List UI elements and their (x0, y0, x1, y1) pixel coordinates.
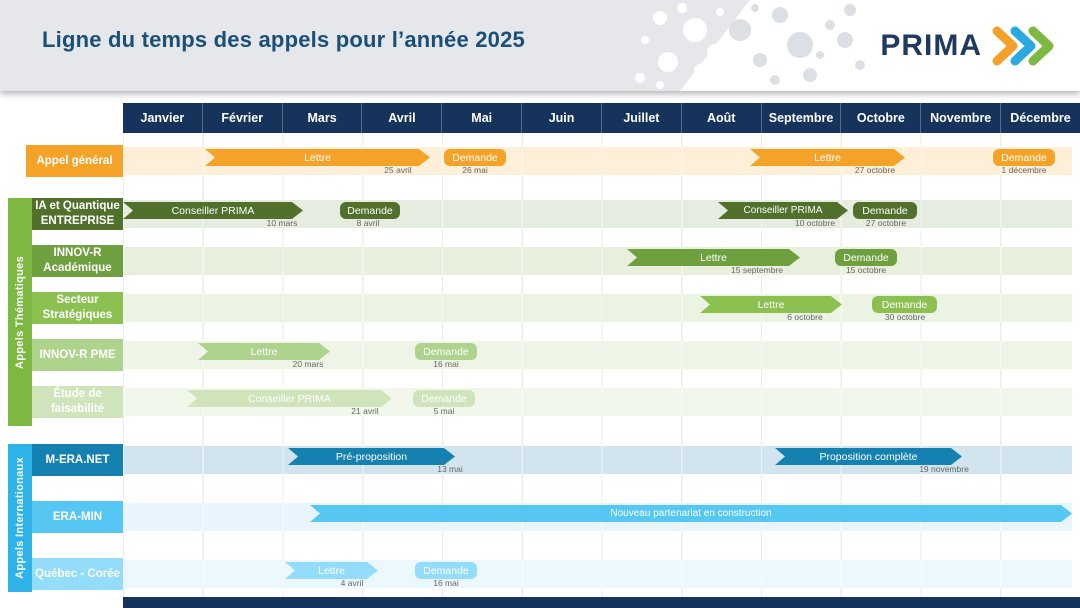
molecule-dots-decoration (635, 3, 865, 89)
phase-box-demande: Demande (415, 562, 477, 579)
phase-date: 15 septembre (731, 265, 783, 275)
month-cell-septembre: Septembre (760, 103, 841, 133)
month-cell-decembre: Décembre (1000, 103, 1080, 133)
phase-date: 25 avril (384, 165, 412, 175)
row-band-mera-net: Pré-proposition 13 mai Proposition compl… (123, 446, 1072, 474)
phase-date: 20 mars (292, 359, 324, 369)
row-label-innovr-pme: INNOV-R PME (32, 339, 123, 371)
month-cell-fevrier: Février (201, 103, 282, 133)
phase-date: 10 octobre (794, 218, 836, 228)
prima-logo: PRIMA (880, 24, 1054, 68)
phase-date: 19 novembre (919, 464, 969, 474)
row-label-quebec-coree: Québec - Corée (32, 558, 123, 590)
row-band-secteur-strategiques: Lettre 6 octobre Demande 30 octobre (123, 294, 1072, 322)
row-band-innovr-academique: Lettre 15 septembre Demande 15 octobre (123, 247, 1072, 275)
phase-date: 13 mai (437, 464, 463, 474)
bottom-navy-bar (123, 597, 1080, 608)
phase-date: 4 avril (340, 578, 364, 588)
month-cell-mars: Mars (281, 103, 362, 133)
phase-date: 30 octobre (884, 312, 926, 322)
phase-date: 1 décembre (1001, 165, 1047, 175)
phase-box-demande: Demande (340, 202, 400, 219)
phase-date: 10 mars (266, 218, 298, 228)
phase-box-demande: Demande (872, 296, 937, 313)
group-bar-appels-internationaux: Appels Internationaux (8, 444, 32, 592)
phase-date: 16 mai (433, 578, 459, 588)
month-cell-mai: Mai (441, 103, 521, 133)
phase-arrow-pre-proposition: Pré-proposition (288, 448, 455, 465)
month-cell-octobre: Octobre (840, 103, 920, 133)
phase-box-demande: Demande (853, 202, 917, 219)
row-label-etude-faisabilite: Étude de faisabilité (32, 386, 123, 418)
month-cell-aout: Août (680, 103, 761, 133)
phase-date: 27 octobre (854, 165, 896, 175)
month-cell-avril: Avril (361, 103, 441, 133)
phase-date: 6 octobre (787, 312, 823, 322)
month-cell-janvier: Janvier (140, 111, 185, 125)
row-band-innovr-pme: Lettre 20 mars Demande 16 mai (123, 341, 1072, 369)
phase-date: 27 octobre (865, 218, 907, 228)
row-band-quebec-coree: Lettre 4 avril Demande 16 mai (123, 560, 1072, 588)
phase-arrow-lettre: Lettre (627, 249, 800, 266)
month-cell-juin: Juin (521, 103, 601, 133)
phase-arrow-lettre: Lettre (198, 343, 330, 360)
phase-arrow-nouveau-partenariat: Nouveau partenariat en construction (310, 505, 1072, 522)
month-cell-juillet: Juillet (600, 103, 681, 133)
phase-arrow-proposition-complete: Proposition complète (775, 448, 962, 465)
phase-box-demande: Demande (415, 343, 477, 360)
phase-arrow-conseiller-prima: Conseiller PRIMA (187, 390, 392, 407)
header-band: Ligne du temps des appels pour l’année 2… (0, 0, 1080, 91)
group-bar-appels-thematiques: Appels Thématiques (8, 198, 32, 426)
phase-box-demande: Demande (993, 149, 1055, 166)
row-label-era-min: ERA-MIN (32, 501, 123, 533)
phase-arrow-lettre: Lettre (205, 149, 430, 166)
page-title: Ligne du temps des appels pour l’année 2… (42, 27, 525, 52)
phase-arrow-conseiller-prima: Conseiller PRIMA (718, 202, 848, 219)
row-label-secteur-strategiques: Secteur Stratégiques (32, 292, 123, 324)
row-label-ia-quantique-entreprise: IA et Quantique ENTREPRISE (32, 198, 123, 230)
phase-date: 15 octobre (845, 265, 887, 275)
phase-date: 16 mai (433, 359, 459, 369)
row-band-appel-general: Lettre 25 avril Demande 26 mai Lettre 27… (123, 147, 1072, 175)
row-label-mera-net: M-ERA.NET (32, 444, 123, 476)
row-band-ia-quantique: Conseiller PRIMA 10 mars Demande 8 avril… (123, 200, 1072, 228)
row-band-era-min: Nouveau partenariat en construction (123, 503, 1072, 531)
phase-box-demande: Demande (835, 249, 897, 266)
prima-logo-text: PRIMA (880, 29, 982, 62)
phase-box-demande: Demande (444, 149, 506, 166)
group-label-appels-thematiques: Appels Thématiques (14, 255, 26, 369)
row-band-etude-faisabilite: Conseiller PRIMA 21 avril Demande 5 mai (123, 388, 1072, 416)
month-cell-novembre: Novembre (920, 103, 1000, 133)
phase-date: 8 avril (356, 218, 380, 228)
prima-logo-chevrons-icon (992, 26, 1054, 66)
phase-date: 21 avril (351, 406, 379, 416)
phase-arrow-lettre: Lettre (750, 149, 905, 166)
phase-arrow-lettre: Lettre (285, 562, 378, 579)
phase-arrow-conseiller-prima: Conseiller PRIMA (123, 202, 303, 219)
row-label-appel-general: Appel général (26, 145, 123, 177)
group-label-appels-internationaux: Appels Internationaux (14, 457, 26, 579)
phase-date: 5 mai (433, 406, 455, 416)
month-header: Janvier Février Mars Avril Mai Juin Juil… (123, 103, 1080, 133)
phase-arrow-lettre: Lettre (700, 296, 842, 313)
phase-box-demande: Demande (413, 390, 475, 407)
row-label-innovr-academique: INNOV-R Académique (32, 245, 123, 277)
phase-date: 26 mai (462, 165, 488, 175)
